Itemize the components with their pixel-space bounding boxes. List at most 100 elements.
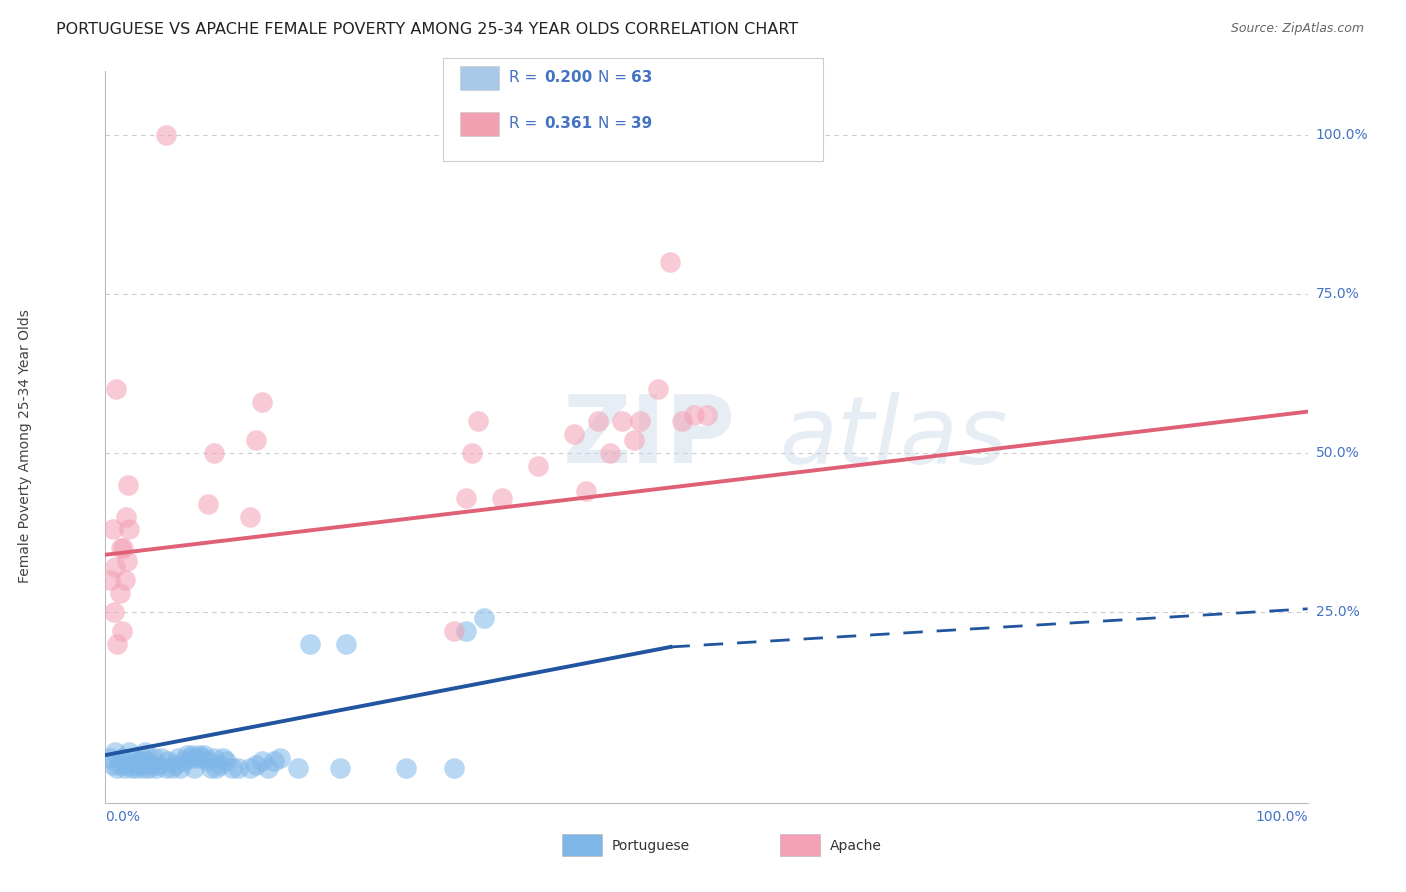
Text: Female Poverty Among 25-34 Year Olds: Female Poverty Among 25-34 Year Olds [18, 309, 32, 583]
Point [212, 751, 235, 765]
Point [117, 477, 139, 491]
Point [599, 446, 621, 460]
Point [659, 255, 682, 269]
Text: 0.361: 0.361 [544, 117, 592, 131]
Point [628, 414, 651, 428]
Text: N =: N = [598, 70, 631, 85]
Text: atlas: atlas [779, 392, 1007, 483]
Point [121, 761, 143, 775]
Point [135, 755, 157, 769]
Point [443, 761, 465, 775]
Text: 50.0%: 50.0% [1316, 446, 1360, 460]
Point [454, 491, 477, 505]
Point [103, 605, 125, 619]
Point [395, 761, 418, 775]
Point [160, 761, 183, 775]
Point [245, 434, 267, 448]
Point [105, 383, 128, 397]
Text: ZIP: ZIP [562, 391, 735, 483]
Point [221, 761, 243, 775]
Point [269, 751, 291, 765]
Point [115, 757, 138, 772]
Point [335, 637, 357, 651]
Point [132, 761, 155, 775]
Point [205, 761, 228, 775]
Point [134, 745, 156, 759]
Point [124, 751, 146, 765]
Point [250, 395, 273, 409]
Point [181, 748, 204, 763]
Point [128, 755, 150, 769]
Text: R =: R = [509, 70, 543, 85]
Point [202, 446, 225, 460]
Text: Portuguese: Portuguese [612, 838, 690, 853]
Point [454, 624, 477, 638]
Text: 75.0%: 75.0% [1316, 287, 1360, 301]
Point [138, 761, 160, 775]
Point [124, 757, 146, 772]
Point [132, 751, 155, 765]
Point [108, 757, 131, 772]
Point [98, 751, 121, 765]
Point [101, 522, 124, 536]
Point [472, 611, 495, 625]
Point [166, 751, 188, 765]
Text: 39: 39 [631, 117, 652, 131]
Point [696, 408, 718, 422]
Point [145, 761, 167, 775]
Point [443, 624, 465, 638]
Point [107, 761, 129, 775]
Point [165, 757, 187, 772]
Text: R =: R = [509, 117, 543, 131]
Point [239, 761, 262, 775]
Point [169, 761, 191, 775]
Text: PORTUGUESE VS APACHE FEMALE POVERTY AMONG 25-34 YEAR OLDS CORRELATION CHART: PORTUGUESE VS APACHE FEMALE POVERTY AMON… [56, 22, 799, 37]
Point [111, 624, 134, 638]
Point [298, 637, 321, 651]
Text: 100.0%: 100.0% [1316, 128, 1368, 142]
Point [115, 554, 138, 568]
Point [155, 761, 177, 775]
Point [115, 509, 138, 524]
Point [623, 434, 645, 448]
Text: 100.0%: 100.0% [1256, 811, 1308, 824]
Point [110, 541, 132, 556]
Point [245, 757, 267, 772]
Point [111, 751, 134, 765]
Point [197, 755, 219, 769]
Point [214, 755, 236, 769]
Point [183, 761, 205, 775]
Text: Source: ZipAtlas.com: Source: ZipAtlas.com [1230, 22, 1364, 36]
Point [612, 414, 634, 428]
Point [149, 751, 172, 765]
Point [226, 761, 249, 775]
Point [156, 755, 179, 769]
Point [671, 414, 693, 428]
Point [186, 751, 208, 765]
Point [193, 748, 215, 763]
Point [562, 426, 585, 441]
Point [491, 491, 513, 505]
Point [683, 408, 706, 422]
Point [575, 484, 598, 499]
Point [125, 761, 148, 775]
Point [239, 509, 262, 524]
Point [148, 757, 170, 772]
Point [250, 755, 273, 769]
Point [118, 522, 141, 536]
Point [104, 745, 127, 759]
Point [188, 748, 211, 763]
Point [131, 757, 153, 772]
Point [173, 755, 195, 769]
Point [287, 761, 309, 775]
Point [108, 586, 131, 600]
Text: 0.200: 0.200 [544, 70, 592, 85]
Point [118, 745, 141, 759]
Point [461, 446, 484, 460]
Point [176, 748, 198, 763]
Point [256, 761, 278, 775]
Point [98, 573, 121, 587]
Point [200, 761, 222, 775]
Point [190, 751, 212, 765]
Text: 0.0%: 0.0% [105, 811, 141, 824]
